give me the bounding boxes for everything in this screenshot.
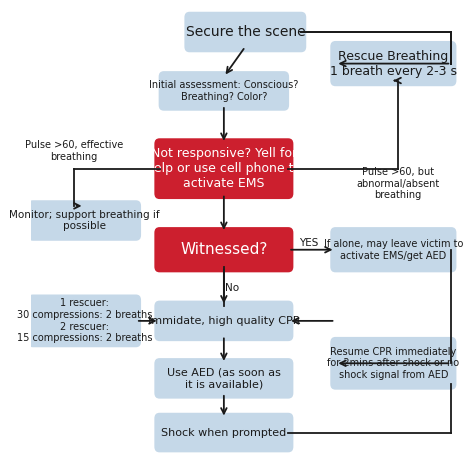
Text: Not responsive? Yell for
help or use cell phone to
activate EMS: Not responsive? Yell for help or use cel… <box>146 147 301 190</box>
FancyBboxPatch shape <box>155 227 293 273</box>
FancyBboxPatch shape <box>155 413 293 452</box>
Text: 1 rescuer:
30 compressions: 2 breaths
2 rescuer:
15 compressions: 2 breaths: 1 rescuer: 30 compressions: 2 breaths 2 … <box>17 299 152 343</box>
FancyBboxPatch shape <box>330 227 456 273</box>
Text: YES: YES <box>299 238 319 248</box>
Text: Rescue Breathing
1 breath every 2-3 s: Rescue Breathing 1 breath every 2-3 s <box>330 50 457 78</box>
Text: Pulse >60, effective
breathing: Pulse >60, effective breathing <box>25 140 123 162</box>
FancyBboxPatch shape <box>28 200 141 241</box>
Text: No: No <box>225 283 238 293</box>
FancyBboxPatch shape <box>330 337 456 390</box>
Text: If alone, may leave victim to
activate EMS/get AED: If alone, may leave victim to activate E… <box>324 239 463 261</box>
Text: Shock when prompted: Shock when prompted <box>161 428 286 438</box>
FancyBboxPatch shape <box>155 358 293 399</box>
Text: Immidate, high quality CPR: Immidate, high quality CPR <box>147 316 300 326</box>
Text: Use AED (as soon as
it is available): Use AED (as soon as it is available) <box>167 367 281 389</box>
Text: Initial assessment: Conscious?
Breathing? Color?: Initial assessment: Conscious? Breathing… <box>149 80 299 102</box>
FancyBboxPatch shape <box>184 12 306 52</box>
Text: Monitor; support breathing if
possible: Monitor; support breathing if possible <box>9 210 160 231</box>
FancyBboxPatch shape <box>330 41 456 86</box>
Text: Pulse >60, but
abnormal/absent
breathing: Pulse >60, but abnormal/absent breathing <box>356 167 439 201</box>
Text: Resume CPR immediately
for 2mins after shock or no
shock signal from AED: Resume CPR immediately for 2mins after s… <box>327 346 459 380</box>
FancyBboxPatch shape <box>28 294 141 347</box>
FancyBboxPatch shape <box>159 71 289 111</box>
Text: Witnessed?: Witnessed? <box>180 242 267 257</box>
FancyBboxPatch shape <box>155 301 293 341</box>
Text: Secure the scene: Secure the scene <box>185 25 305 39</box>
FancyBboxPatch shape <box>155 138 293 199</box>
